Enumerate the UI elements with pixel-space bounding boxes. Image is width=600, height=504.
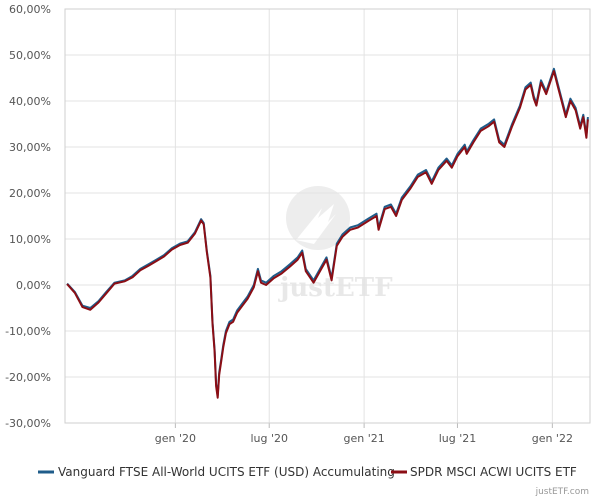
grid-lines <box>65 8 590 424</box>
y-tick-label: -20,00% <box>5 371 51 384</box>
y-tick-label: -30,00% <box>5 417 51 430</box>
y-tick-label: 50,00% <box>9 49 51 62</box>
y-tick-label: 60,00% <box>9 3 51 16</box>
chart-legend: Vanguard FTSE All-World UCITS ETF (USD) … <box>38 465 577 479</box>
y-tick-label: -10,00% <box>5 325 51 338</box>
x-axis-ticks: gen '20 lug '20 gen '21 lug '21 gen '22 <box>155 423 573 445</box>
legend-item-spdr[interactable]: SPDR MSCI ACWI UCITS ETF <box>391 465 577 479</box>
x-tick-label: lug '21 <box>439 432 477 445</box>
series-lines <box>66 67 589 399</box>
watermark-text: justETF <box>278 273 393 303</box>
series-line-spdr[interactable] <box>66 70 589 399</box>
x-tick-label: gen '22 <box>532 432 573 445</box>
source-credit: justETF.com <box>535 487 589 497</box>
legend-label-spdr: SPDR MSCI ACWI UCITS ETF <box>410 465 577 479</box>
legend-item-vanguard[interactable]: Vanguard FTSE All-World UCITS ETF (USD) … <box>38 465 395 479</box>
x-tick-label: lug '20 <box>250 432 288 445</box>
legend-label-vanguard: Vanguard FTSE All-World UCITS ETF (USD) … <box>58 465 395 479</box>
x-tick-label: gen '21 <box>343 432 384 445</box>
justetf-watermark-logo: justETF <box>278 186 393 303</box>
y-tick-label: 20,00% <box>9 187 51 200</box>
y-tick-label: 30,00% <box>9 141 51 154</box>
y-tick-label: 0,00% <box>16 279 51 292</box>
y-tick-label: 10,00% <box>9 233 51 246</box>
x-tick-label: gen '20 <box>155 432 196 445</box>
y-axis-ticks: -30,00% -20,00% -10,00% 0,00% 10,00% 20,00% 30… <box>5 3 51 430</box>
watermark-arrow-icon <box>296 204 336 244</box>
y-tick-label: 40,00% <box>9 95 51 108</box>
plot-area-frame <box>64 8 591 424</box>
